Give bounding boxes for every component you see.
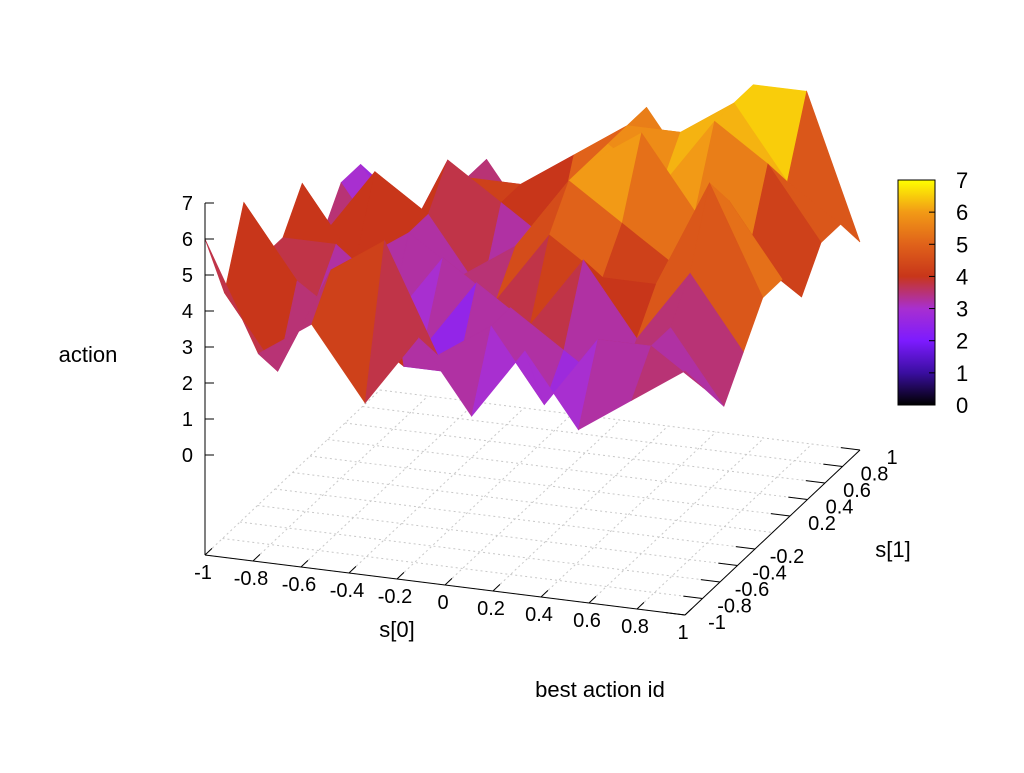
y-tick-mark [718, 562, 738, 566]
z-tick-label: 3 [182, 337, 193, 359]
grid-line-y [344, 422, 826, 484]
colorbar-tick-label: 1 [956, 361, 968, 386]
grid-line-x [396, 413, 573, 580]
x-tick-mark [444, 578, 453, 586]
x-tick-label: -0.8 [234, 568, 268, 590]
colorbar-tick-label: 0 [956, 393, 968, 418]
y-tick-label: -0.4 [752, 563, 786, 585]
colorbar-tick-label: 6 [956, 200, 968, 225]
x-tick-label: 0.8 [621, 616, 649, 638]
x-tick-label: -0.2 [378, 586, 412, 608]
y-tick-mark [788, 496, 808, 500]
y-tick-label: -0.2 [770, 546, 804, 568]
z-tick-label: 5 [182, 265, 193, 287]
z-tick-label: 0 [182, 445, 193, 467]
x-tick-mark [396, 572, 405, 580]
grid-line-y [292, 472, 773, 533]
surface-patch [631, 345, 705, 401]
y-tick-mark [770, 513, 791, 517]
y-tick-mark [683, 595, 703, 599]
y-tick-label: -0.6 [735, 579, 769, 601]
x-tick-label: 0.4 [525, 604, 553, 626]
grid-line-y [309, 455, 791, 517]
grid-line-y [362, 406, 843, 467]
colorbar-tick-label: 3 [956, 297, 968, 322]
z-tick-label: 6 [182, 229, 193, 251]
grid-line-x [636, 443, 813, 610]
x-tick-label: 0.2 [477, 598, 505, 620]
x-tick-mark [252, 554, 261, 562]
y-tick-label: 1 [886, 447, 897, 469]
grid-line-x [492, 425, 669, 592]
y-tick-label: 0.8 [861, 464, 889, 486]
colorbar-tick-label: 7 [956, 168, 968, 193]
z-tick-label: 4 [182, 301, 193, 323]
axes: -1 -0.8 -0.6 -0.4 -0.2 0 0.2 0.4 0.6 0.8 1 -1-0.8-0… [182, 193, 898, 644]
grid-line-y [379, 389, 861, 451]
x-tick-label: -1 [194, 562, 212, 584]
y-axis-line [684, 449, 861, 616]
y-tick-mark [665, 612, 686, 616]
colorbar-tick-label: 5 [956, 232, 968, 257]
y-axis-label: s[1] [875, 537, 910, 562]
grid-line-y [222, 538, 703, 599]
z-tick-label: 2 [182, 373, 193, 395]
x-tick-mark [204, 548, 213, 556]
y-tick-label: 0.2 [808, 513, 836, 535]
x-tick-label: -0.4 [330, 580, 364, 602]
grid-line-y [239, 521, 721, 583]
grid-line-x [252, 395, 429, 562]
z-axis-label: action [59, 342, 118, 367]
x-tick-mark [300, 560, 309, 568]
y-tick-label: 0.6 [843, 480, 871, 502]
x-axis-label: s[0] [379, 617, 414, 642]
x-tick-mark [636, 602, 645, 610]
z-tick-label: 7 [182, 193, 193, 215]
colorbar-gradient [897, 179, 936, 406]
x-tick-label: 1 [677, 622, 688, 644]
x-tick-mark [492, 584, 501, 592]
footer-label: best action id [535, 677, 665, 702]
y-tick-mark [805, 480, 826, 484]
x-tick-mark [684, 608, 693, 616]
colorbar-tick-label: 4 [956, 264, 968, 289]
y-tick-label: -1 [708, 612, 726, 634]
grid-line-y [257, 505, 738, 566]
colorbar: 0 1 2 3 4 5 6 7 [897, 168, 968, 418]
x-tick-mark [540, 590, 549, 598]
x-tick-mark [348, 566, 357, 574]
z-tick-label: 1 [182, 409, 193, 431]
x-tick-label: 0 [437, 592, 448, 614]
y-tick-label: -0.8 [717, 596, 751, 618]
colorbar-tick-label: 2 [956, 329, 968, 354]
x-tick-label: 0.6 [573, 610, 601, 632]
y-tick-mark [735, 546, 756, 550]
y-tick-mark [840, 447, 861, 451]
y-tick-mark [823, 463, 843, 467]
surface [204, 84, 861, 431]
grid-line-x [588, 437, 765, 604]
x-tick-mark [588, 596, 597, 604]
y-tick-label: 0.4 [826, 497, 854, 519]
grid-line-x [540, 431, 717, 598]
y-tick-mark [700, 579, 721, 583]
grid-line-y [327, 439, 808, 500]
x-tick-label: -0.6 [282, 574, 316, 596]
